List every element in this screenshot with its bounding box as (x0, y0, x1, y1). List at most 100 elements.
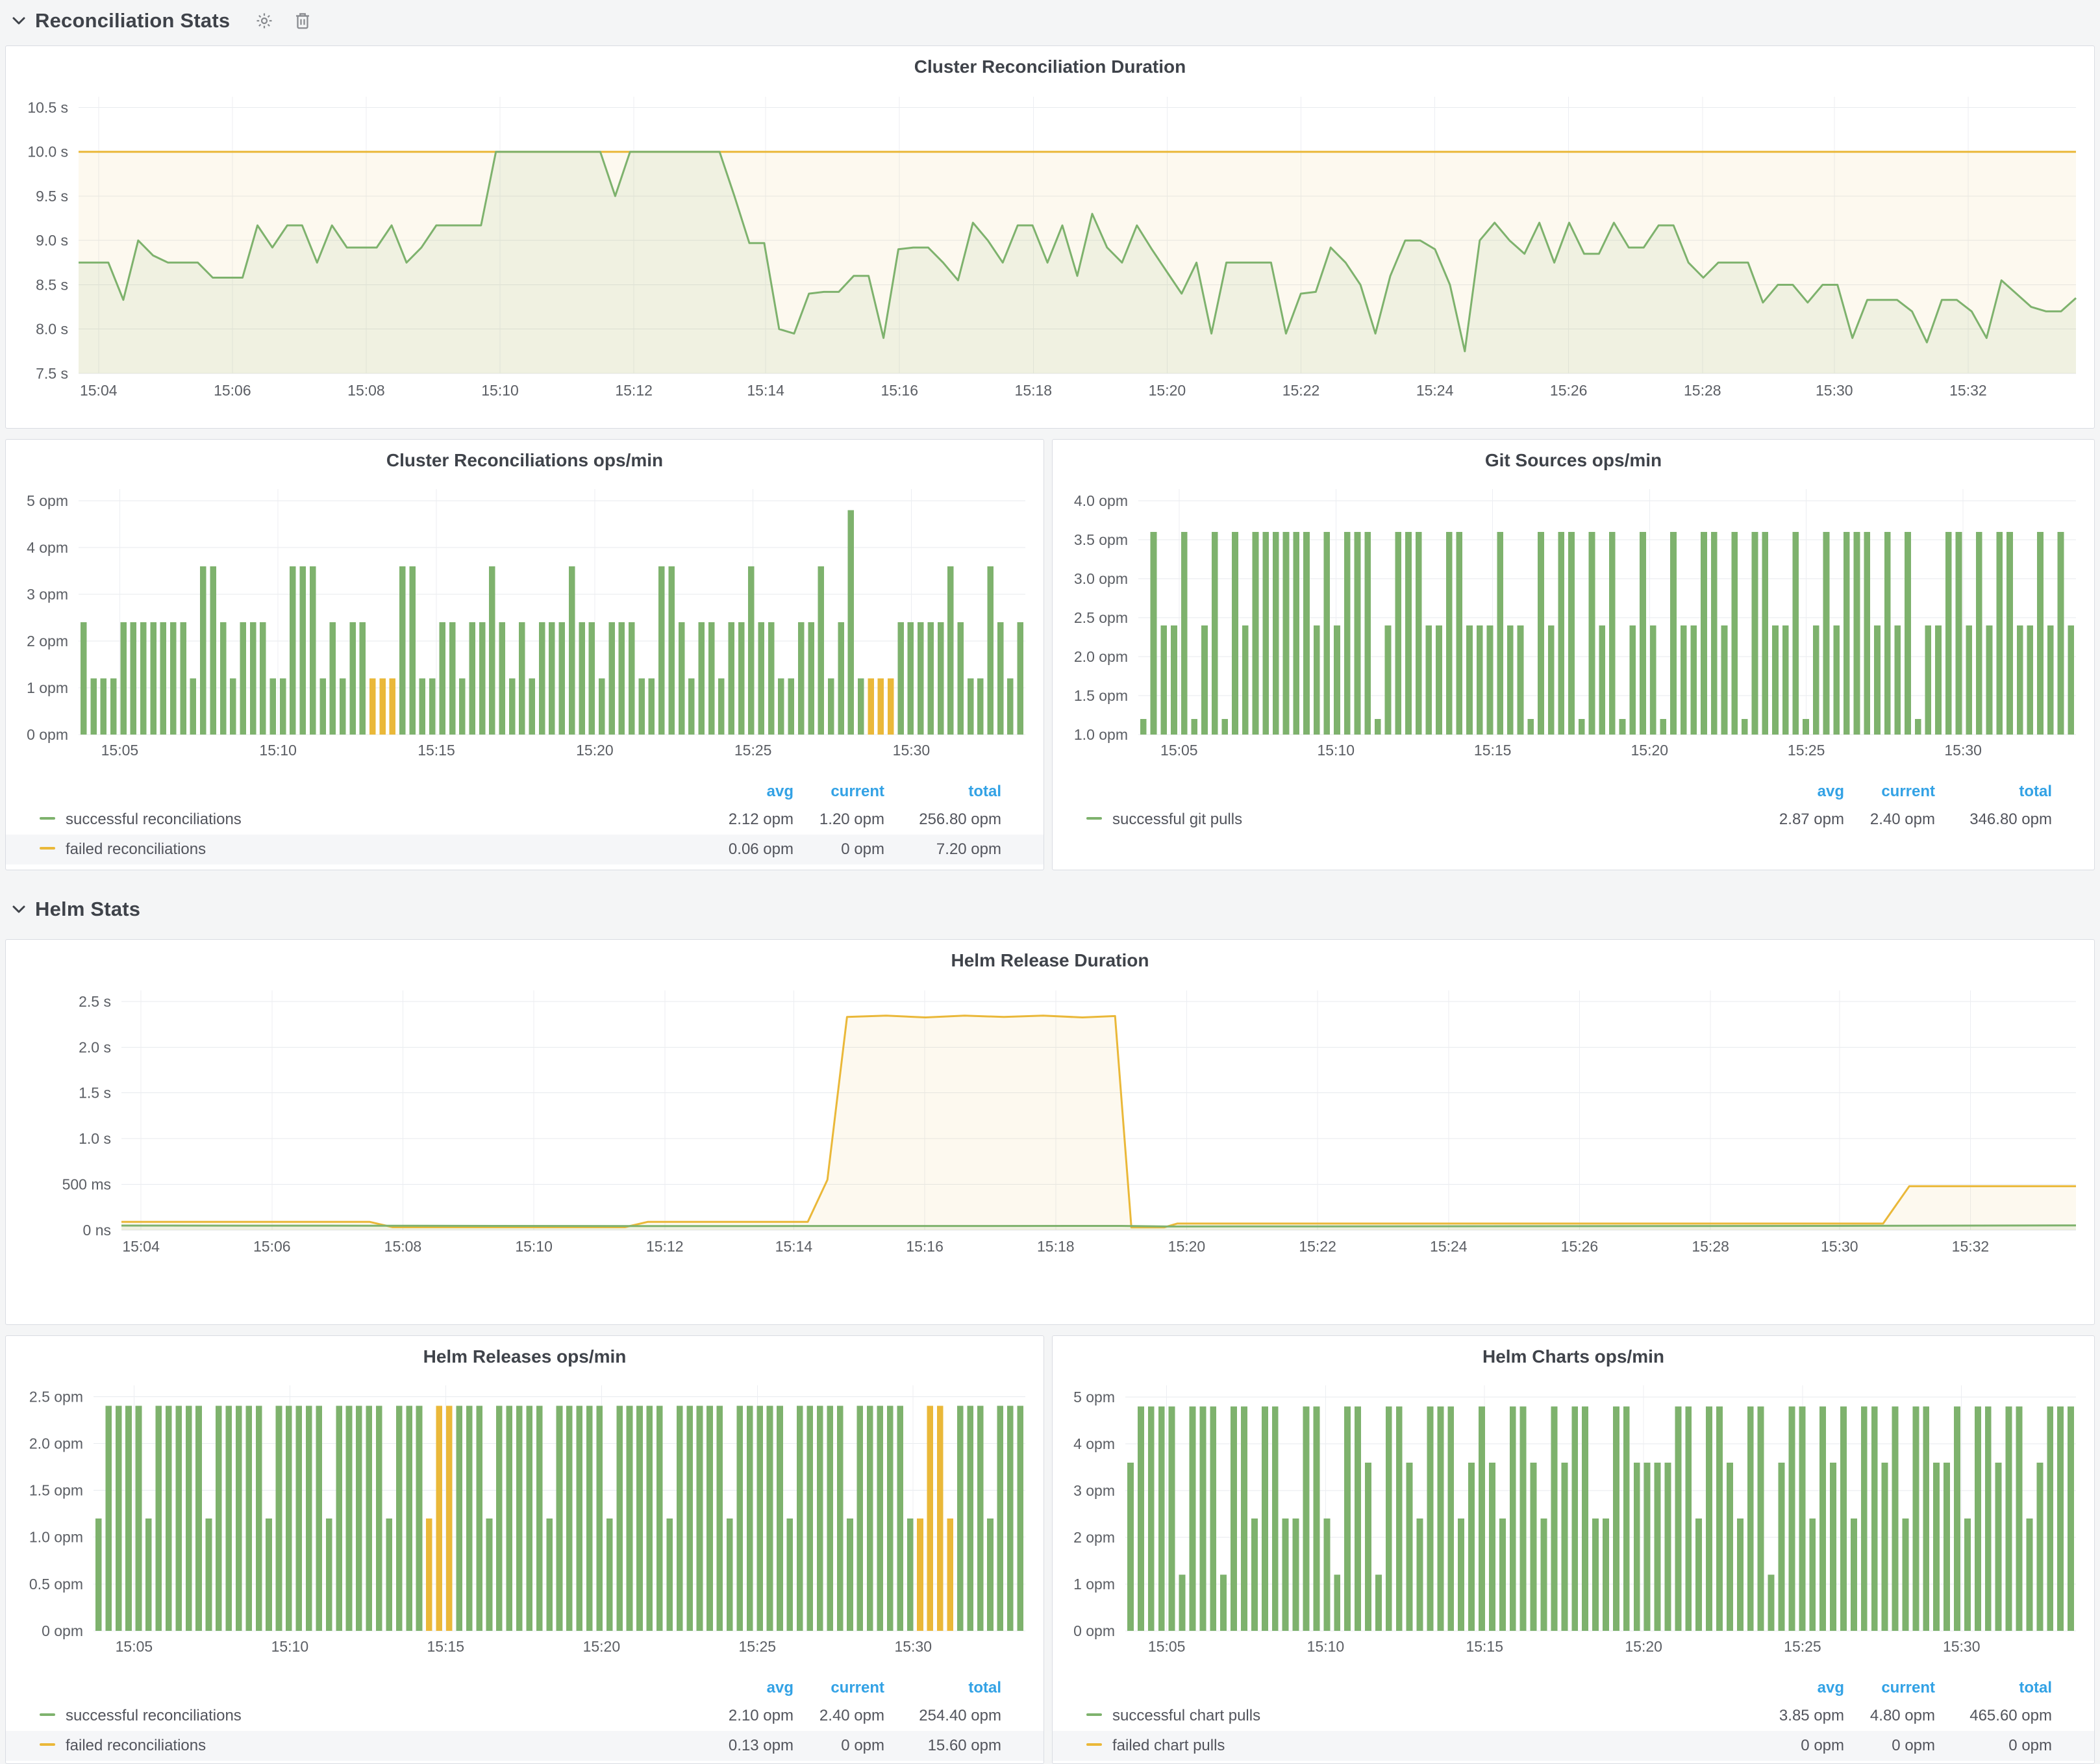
successful-bar[interactable] (2016, 625, 2023, 735)
successful-bar[interactable] (2047, 1406, 2054, 1631)
successful-bar[interactable] (1881, 1462, 1888, 1631)
successful-bar[interactable] (399, 566, 406, 735)
successful-bar[interactable] (1427, 1406, 1434, 1631)
successful-bar[interactable] (1344, 532, 1351, 735)
successful-bar[interactable] (165, 1405, 172, 1631)
git-sources-opm-canvas[interactable]: 1.0 opm 1.5 opm 2.0 opm 2.5 opm 3.0 opm 3.5 o… (1053, 473, 2094, 779)
successful-bar[interactable] (1509, 1406, 1516, 1631)
successful-bar[interactable] (339, 678, 346, 735)
successful-bar[interactable] (1874, 625, 1881, 735)
failed-bar[interactable] (877, 678, 884, 735)
successful-bar[interactable] (155, 1405, 162, 1631)
successful-bar[interactable] (1415, 532, 1422, 735)
successful-bar[interactable] (160, 622, 167, 735)
successful-bar[interactable] (376, 1405, 382, 1631)
panel-title[interactable]: Helm Releases ops/min (423, 1346, 627, 1367)
successful-bar[interactable] (1017, 622, 1024, 735)
successful-bar[interactable] (1385, 1406, 1392, 1631)
helm-releases-opm-canvas[interactable]: 0 opm 0.5 opm 1.0 opm 1.5 opm 2.0 opm 2.5 opm… (6, 1370, 1044, 1675)
successful-bar[interactable] (309, 566, 316, 735)
successful-bar[interactable] (1538, 532, 1544, 735)
chevron-down-icon[interactable] (12, 905, 26, 914)
successful-bar[interactable] (2057, 532, 2064, 735)
successful-bar[interactable] (1612, 1406, 1619, 1631)
successful-bar[interactable] (1262, 532, 1269, 735)
successful-bar[interactable] (516, 1405, 523, 1631)
successful-bar[interactable] (1416, 1518, 1423, 1631)
successful-bar[interactable] (135, 1405, 142, 1631)
legend-sort-avg[interactable]: avg (1817, 1679, 1844, 1696)
successful-bar[interactable] (319, 678, 326, 735)
successful-bar[interactable] (1354, 532, 1361, 735)
successful-bar[interactable] (1578, 719, 1585, 735)
successful-bar[interactable] (618, 622, 625, 735)
successful-bar[interactable] (967, 678, 974, 735)
successful-bar[interactable] (1375, 1574, 1382, 1631)
legend-sort-avg[interactable]: avg (1817, 783, 1844, 800)
successful-bar[interactable] (230, 678, 236, 735)
successful-bar[interactable] (1551, 1406, 1558, 1631)
successful-bar[interactable] (858, 678, 864, 735)
successful-bar[interactable] (549, 622, 555, 735)
successful-bar[interactable] (1706, 1406, 1713, 1631)
successful-bar[interactable] (1499, 1518, 1506, 1631)
successful-bar[interactable] (249, 622, 256, 735)
section-title[interactable]: Helm Stats (35, 898, 141, 920)
successful-bar[interactable] (1757, 1406, 1764, 1631)
successful-bar[interactable] (1660, 719, 1667, 735)
successful-bar[interactable] (698, 622, 705, 735)
successful-bar[interactable] (2068, 1406, 2074, 1631)
successful-bar[interactable] (536, 1405, 543, 1631)
successful-bar[interactable] (1251, 1518, 1258, 1631)
chart-helm-releases-opm[interactable]: 0 opm 0.5 opm 1.0 opm 1.5 opm 2.0 opm 2.5 opm… (6, 1370, 1044, 1678)
successful-bar[interactable] (1633, 1462, 1640, 1631)
successful-bar[interactable] (686, 1405, 693, 1631)
failed-bar[interactable] (947, 1518, 954, 1631)
successful-bar[interactable] (746, 1405, 753, 1631)
successful-bar[interactable] (1406, 1462, 1413, 1631)
successful-bar[interactable] (1871, 1406, 1878, 1631)
successful-bar[interactable] (636, 1405, 643, 1631)
successful-bar[interactable] (439, 622, 445, 735)
successful-bar[interactable] (519, 622, 525, 735)
successful-bar[interactable] (778, 678, 784, 735)
successful-bar[interactable] (1007, 1405, 1014, 1631)
successful-bar[interactable] (1984, 1406, 1992, 1631)
successful-bar[interactable] (1609, 532, 1616, 735)
successful-bar[interactable] (1860, 1406, 1868, 1631)
successful-bar[interactable] (120, 622, 127, 735)
successful-bar[interactable] (1147, 1406, 1155, 1631)
successful-bar[interactable] (768, 622, 775, 735)
successful-bar[interactable] (2037, 532, 2044, 735)
successful-bar[interactable] (1782, 625, 1789, 735)
successful-bar[interactable] (1644, 1462, 1651, 1631)
chart-helm-release-duration[interactable]: 0 ns 500 ms 1.0 s 1.5 s 2.0 s 2.5 s 15:04 15:06… (6, 974, 2094, 1329)
successful-bar[interactable] (1809, 1518, 1816, 1631)
successful-bar[interactable] (1530, 1462, 1537, 1631)
successful-bar[interactable] (1902, 1518, 1909, 1631)
failed-bar[interactable] (937, 1405, 944, 1631)
successful-bar[interactable] (708, 622, 715, 735)
successful-bar[interactable] (847, 510, 855, 735)
successful-bar[interactable] (1819, 1406, 1827, 1631)
successful-bar[interactable] (1179, 1574, 1186, 1631)
successful-bar[interactable] (1137, 1406, 1144, 1631)
successful-bar[interactable] (496, 1405, 503, 1631)
panel-title[interactable]: Helm Release Duration (951, 950, 1149, 970)
successful-bar[interactable] (1803, 719, 1809, 735)
successful-bar[interactable] (1588, 532, 1595, 735)
failed-bar[interactable] (446, 1405, 453, 1631)
failed-bar[interactable] (868, 678, 874, 735)
failed-bar[interactable] (917, 1518, 923, 1631)
successful-bar[interactable] (236, 1405, 242, 1631)
successful-bar[interactable] (1334, 1574, 1341, 1631)
successful-bar[interactable] (1954, 1406, 1960, 1631)
successful-bar[interactable] (1964, 1518, 1971, 1631)
helm-release-duration-canvas[interactable]: 0 ns 500 ms 1.0 s 1.5 s 2.0 s 2.5 s 15:04 15:06… (6, 974, 2094, 1326)
successful-bar[interactable] (1619, 719, 1626, 735)
successful-bar[interactable] (1788, 1406, 1795, 1631)
successful-bar[interactable] (977, 1405, 984, 1631)
successful-bar[interactable] (260, 622, 266, 735)
successful-bar[interactable] (456, 1405, 462, 1631)
trash-icon[interactable] (294, 11, 312, 31)
